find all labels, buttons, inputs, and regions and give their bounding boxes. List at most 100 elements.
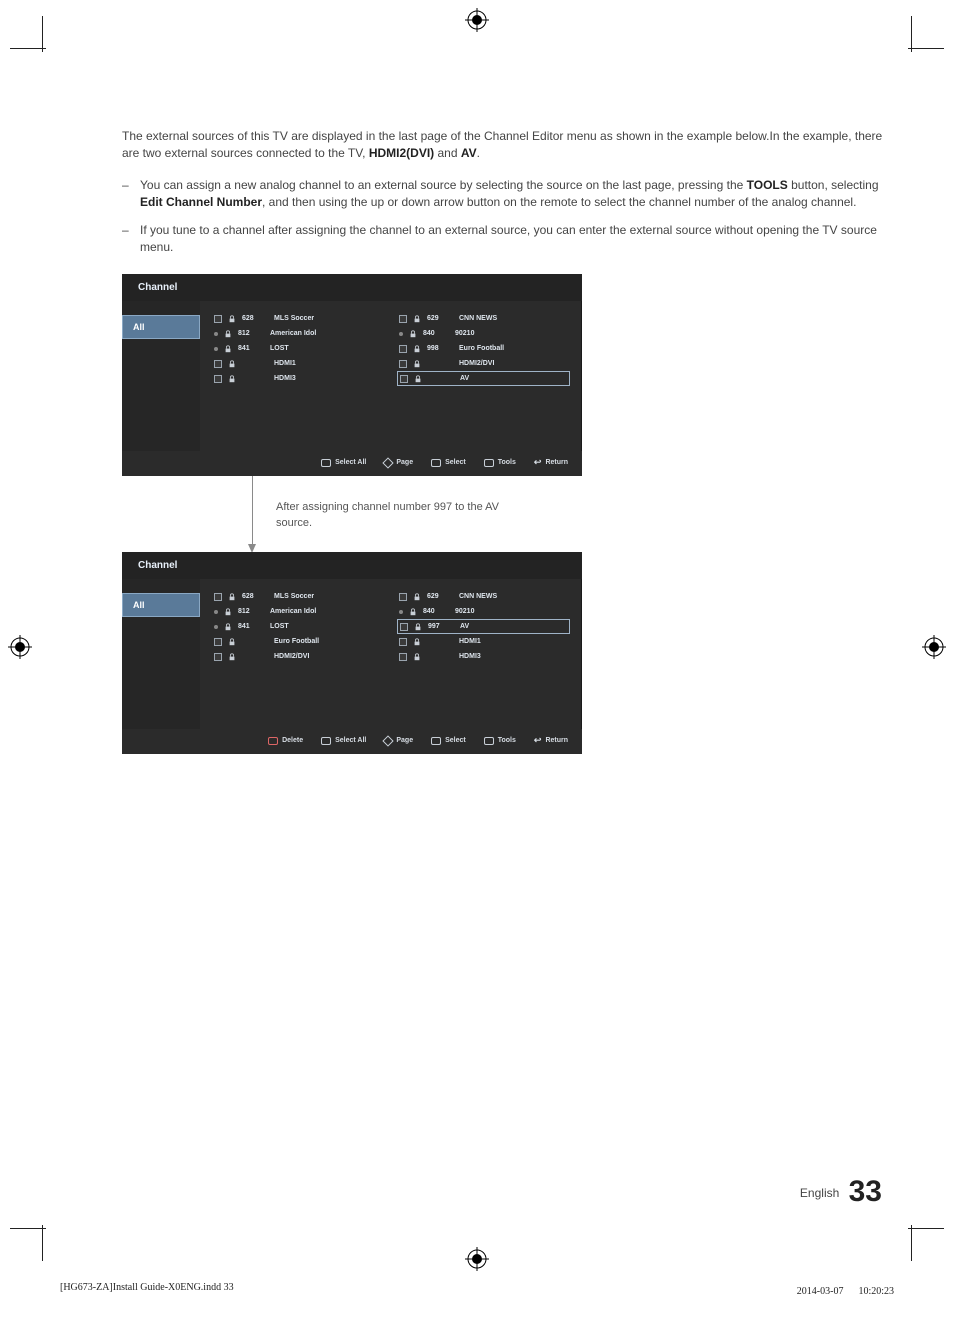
channel-row[interactable]: HDMI1 [212, 356, 385, 371]
channel-number: 997 [428, 623, 454, 630]
checkbox-icon[interactable] [214, 638, 222, 646]
checkbox-icon[interactable] [400, 375, 408, 383]
footer-delete[interactable]: Delete [268, 737, 303, 745]
registration-mark-icon [465, 8, 489, 32]
checkbox-icon[interactable] [399, 653, 407, 661]
channel-row[interactable]: 997 AV [397, 619, 570, 634]
channel-name: American Idol [270, 608, 383, 615]
bullet-2: If you tune to a channel after assigning… [122, 222, 886, 257]
lock-icon [414, 375, 422, 383]
footer-select-all-label: Select All [335, 459, 366, 466]
arrow-line [252, 476, 253, 544]
intro-and: and [434, 146, 461, 160]
channel-row[interactable]: HDMI3 [212, 371, 385, 386]
channel-name: HDMI3 [274, 375, 383, 382]
channel-row[interactable]: 841LOST [212, 619, 385, 634]
lock-icon [224, 345, 232, 353]
footer-tools-label: Tools [498, 737, 516, 744]
checkbox-icon[interactable] [214, 360, 222, 368]
footer-return[interactable]: ↩Return [534, 735, 568, 746]
checkbox-icon[interactable] [399, 360, 407, 368]
lock-icon [228, 315, 236, 323]
footer-return[interactable]: ↩Return [534, 457, 568, 468]
checkbox-icon[interactable] [214, 653, 222, 661]
channel-row[interactable]: 628MLS Soccer [212, 589, 385, 604]
registration-mark-icon [8, 635, 32, 659]
checkbox-icon[interactable] [400, 623, 408, 631]
crop-mark [42, 16, 43, 52]
footer-return-label: Return [545, 737, 568, 744]
return-icon: ↩ [534, 457, 542, 468]
checkbox-icon[interactable] [399, 593, 407, 601]
footer-select[interactable]: Select [431, 737, 466, 745]
channel-number: 629 [427, 593, 453, 600]
channel-row[interactable]: 629CNN NEWS [397, 589, 570, 604]
button-b-icon [321, 737, 331, 745]
footer-page[interactable]: Page [384, 737, 413, 745]
footer-page[interactable]: Page [384, 459, 413, 467]
channel-name: LOST [270, 345, 383, 352]
channel-name: LOST [270, 623, 383, 630]
lock-icon [228, 375, 236, 383]
checkbox-icon[interactable] [399, 638, 407, 646]
lock-icon [413, 345, 421, 353]
channel-name: HDMI2/DVI [274, 653, 383, 660]
crop-mark [42, 1225, 43, 1261]
channel-row[interactable]: 998Euro Football [397, 341, 570, 356]
checkbox-icon[interactable] [399, 345, 407, 353]
bullet-1-text-b: button, selecting [788, 178, 879, 192]
tab-all[interactable]: All [122, 593, 200, 617]
lock-icon [224, 330, 232, 338]
footer-tools[interactable]: Tools [484, 737, 516, 745]
channel-row[interactable]: 812American Idol [212, 604, 385, 619]
channel-row[interactable]: 812American Idol [212, 326, 385, 341]
channel-grid: 628MLS Soccer812American Idol841LOSTHDMI… [200, 301, 582, 451]
channel-name: Euro Football [274, 638, 383, 645]
bullet-1-text-c: , and then using the up or down arrow bu… [262, 195, 856, 209]
lock-icon [228, 653, 236, 661]
footer-return-label: Return [545, 459, 568, 466]
registration-mark-icon [922, 635, 946, 659]
checkbox-icon[interactable] [399, 315, 407, 323]
dpad-icon [383, 457, 394, 468]
footer-select-all[interactable]: Select All [321, 737, 366, 745]
channel-row[interactable]: 84090210 [397, 326, 570, 341]
intro-paragraph: The external sources of this TV are disp… [122, 128, 886, 163]
intro-hdmi: HDMI2(DVI) [369, 146, 434, 160]
lock-icon [409, 608, 417, 616]
channel-row[interactable]: 841LOST [212, 341, 385, 356]
channel-row[interactable]: HDMI2/DVI [397, 356, 570, 371]
crop-mark [911, 1225, 912, 1261]
return-icon: ↩ [534, 735, 542, 746]
channel-row[interactable]: HDMI2/DVI [212, 649, 385, 664]
transition-caption: After assigning channel number 997 to th… [252, 500, 532, 532]
checkbox-icon[interactable] [214, 375, 222, 383]
lock-icon [228, 593, 236, 601]
channel-name: HDMI1 [459, 638, 568, 645]
channel-row[interactable]: AV [397, 371, 570, 386]
crop-mark [908, 1228, 944, 1229]
footer-select[interactable]: Select [431, 459, 466, 467]
intro-period: . [477, 146, 480, 160]
tab-all[interactable]: All [122, 315, 200, 339]
channel-name: MLS Soccer [274, 315, 383, 322]
tools-icon [484, 737, 494, 745]
doc-footer: [HG673-ZA]Install Guide-X0ENG.indd 33 20… [60, 1282, 894, 1297]
channel-row[interactable]: HDMI1 [397, 634, 570, 649]
bullet-icon [214, 332, 218, 336]
channel-row[interactable]: 628MLS Soccer [212, 311, 385, 326]
footer-select-all[interactable]: Select All [321, 459, 366, 467]
channel-name: AV [460, 623, 567, 630]
channel-row[interactable]: Euro Football [212, 634, 385, 649]
bullet-icon [399, 610, 403, 614]
channel-editor-panel-before: Channel All 628MLS Soccer812American Ido… [122, 274, 582, 476]
checkbox-icon[interactable] [214, 593, 222, 601]
channel-row[interactable]: HDMI3 [397, 649, 570, 664]
doc-date: 2014-03-07 10:20:23 [797, 1282, 894, 1297]
footer-tools[interactable]: Tools [484, 459, 516, 467]
channel-row[interactable]: 84090210 [397, 604, 570, 619]
lock-icon [413, 360, 421, 368]
channel-row[interactable]: 629CNN NEWS [397, 311, 570, 326]
checkbox-icon[interactable] [214, 315, 222, 323]
channel-name: HDMI3 [459, 653, 568, 660]
